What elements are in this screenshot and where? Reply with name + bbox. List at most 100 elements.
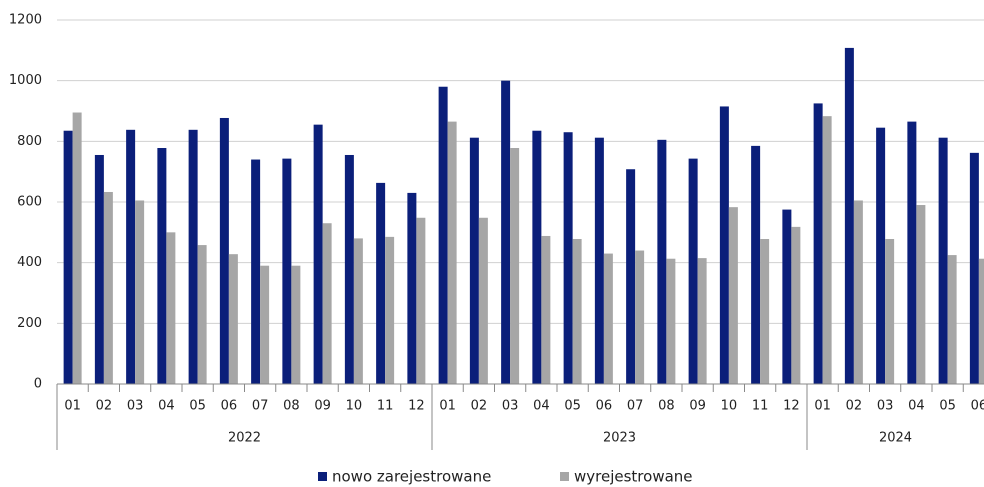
group-label: 2024 (879, 431, 912, 446)
x-tick-label: 03 (502, 399, 519, 414)
bar (626, 169, 636, 384)
x-tick-label: 08 (658, 399, 675, 414)
bar (260, 265, 270, 384)
bar (947, 255, 957, 384)
x-tick-label: 04 (533, 399, 550, 414)
x-tick-label: 02 (96, 399, 113, 414)
bar (532, 130, 542, 384)
bar (791, 226, 801, 384)
bar (63, 130, 73, 384)
x-tick-label: 12 (783, 399, 800, 414)
bar (251, 159, 261, 384)
y-tick-label: 600 (17, 195, 42, 210)
x-tick-label: 10 (346, 399, 363, 414)
x-tick-label: 11 (752, 399, 769, 414)
bar (751, 145, 761, 384)
bar (103, 191, 113, 384)
bar (635, 250, 645, 384)
legend-label: wyrejestrowane (574, 468, 693, 486)
x-tick-label: 12 (408, 399, 425, 414)
bar (197, 245, 207, 384)
bar (322, 223, 332, 384)
bar (166, 232, 176, 384)
x-tick-label: 04 (158, 399, 175, 414)
y-tick-label: 1000 (9, 73, 42, 88)
bar (541, 235, 551, 384)
x-tick-label: 04 (908, 399, 925, 414)
x-tick-label: 07 (627, 399, 644, 414)
y-tick-label: 800 (17, 134, 42, 149)
x-tick-label: 01 (439, 399, 456, 414)
bar (501, 80, 511, 385)
bar (72, 112, 82, 385)
x-tick-label: 03 (127, 399, 144, 414)
bar (478, 217, 488, 384)
bar (353, 238, 363, 384)
bar (813, 103, 823, 385)
bar (282, 158, 292, 384)
bar (344, 154, 354, 384)
x-tick-label: 06 (221, 399, 238, 414)
bar (126, 129, 136, 384)
bar (666, 258, 676, 384)
bar (876, 127, 886, 384)
x-tick-label: 09 (314, 399, 331, 414)
bar (760, 239, 770, 384)
bar (657, 139, 667, 384)
bar (385, 236, 395, 384)
legend-swatch (560, 472, 569, 481)
x-tick-label: 02 (846, 399, 863, 414)
y-tick-label: 400 (17, 255, 42, 270)
bar (135, 200, 145, 384)
bar (728, 207, 738, 384)
x-tick-label: 09 (689, 399, 706, 414)
bar (563, 132, 573, 384)
bar (157, 148, 167, 384)
x-tick-label: 10 (721, 399, 738, 414)
bar (572, 239, 582, 384)
x-tick-label: 01 (64, 399, 81, 414)
bar (291, 265, 301, 384)
y-tick-label: 200 (17, 316, 42, 331)
bar (407, 192, 417, 384)
bar (469, 137, 479, 384)
bar (938, 137, 948, 384)
bar (782, 209, 792, 384)
bar (376, 182, 386, 384)
bar (916, 205, 926, 384)
bar (853, 200, 863, 384)
x-tick-label: 11 (377, 399, 394, 414)
group-label: 2022 (228, 431, 261, 446)
y-tick-label: 1200 (9, 13, 42, 28)
x-tick-label: 03 (877, 399, 894, 414)
legend-swatch (318, 472, 327, 481)
bar (188, 129, 198, 384)
bar (228, 254, 238, 384)
bar (416, 217, 426, 384)
bar (822, 116, 832, 384)
bar (719, 106, 729, 384)
bar (688, 158, 698, 384)
bar (313, 124, 323, 385)
bar (594, 137, 604, 384)
bar (94, 154, 104, 384)
group-label: 2023 (603, 431, 636, 446)
bar (438, 86, 448, 384)
x-tick-label: 06 (596, 399, 613, 414)
x-tick-label: 06 (971, 399, 984, 414)
bar (907, 121, 917, 384)
x-tick-label: 05 (564, 399, 581, 414)
bar (844, 47, 854, 384)
y-tick-label: 0 (34, 377, 42, 392)
legend-label: nowo zarejestrowane (332, 468, 491, 486)
x-tick-label: 07 (252, 399, 269, 414)
bar (447, 121, 457, 384)
bar (969, 152, 979, 384)
x-tick-label: 01 (814, 399, 831, 414)
bar (697, 258, 707, 384)
bar (978, 258, 984, 384)
bar (603, 253, 613, 384)
x-tick-label: 02 (471, 399, 488, 414)
x-tick-label: 05 (939, 399, 956, 414)
